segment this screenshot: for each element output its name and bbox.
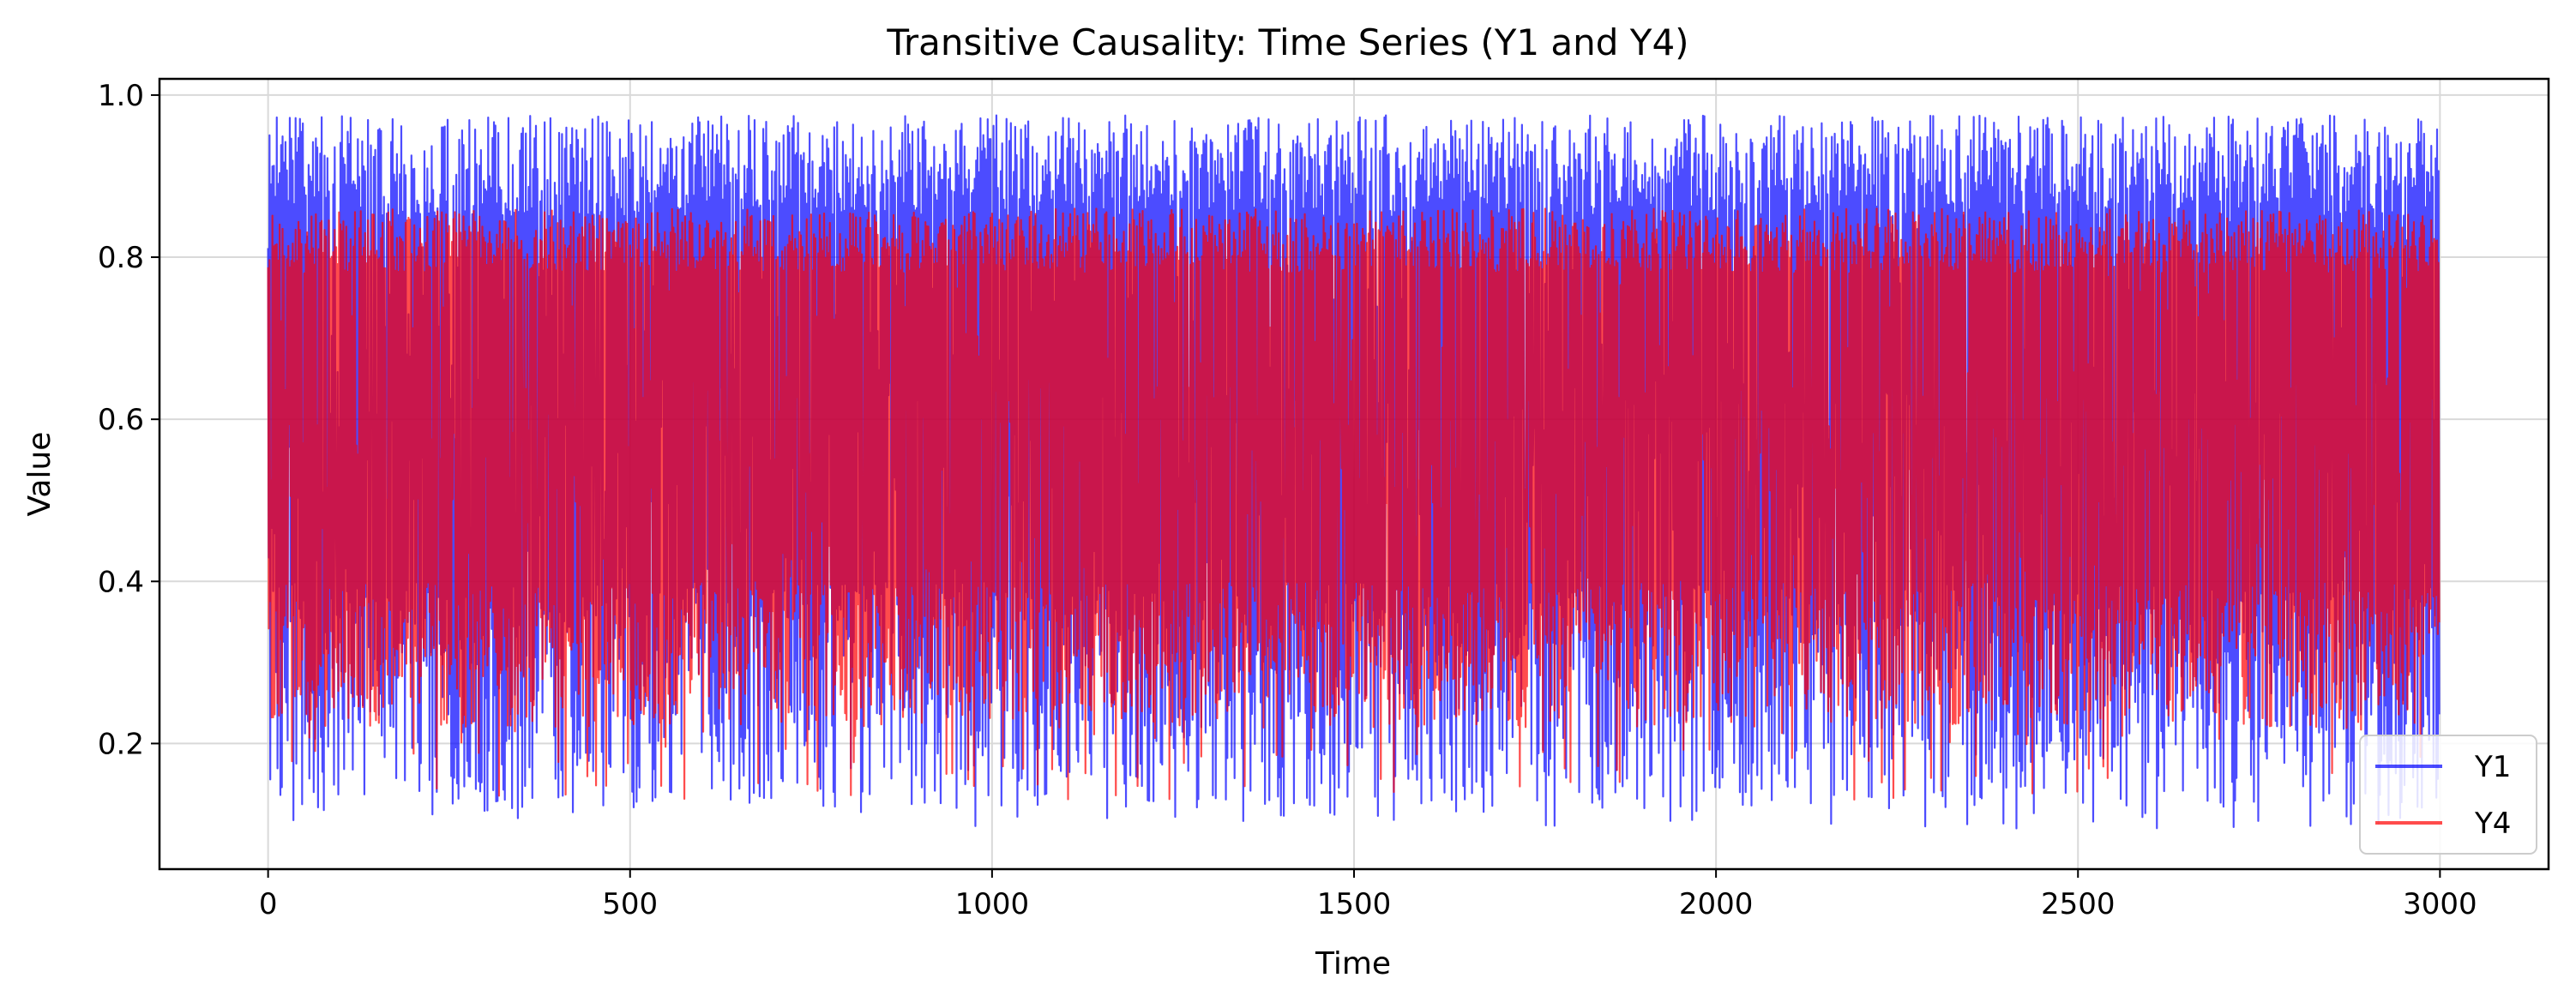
y-tick-label: 1.0 (98, 79, 144, 113)
x-tick-label: 0 (259, 887, 278, 921)
chart-title: Transitive Causality: Time Series (Y1 an… (886, 21, 1688, 63)
y-tick-label: 0.6 (98, 403, 144, 437)
legend: Y1 Y4 (2359, 735, 2537, 855)
x-tick-label: 1500 (1317, 887, 1392, 921)
plot-series (267, 114, 2441, 830)
y-axis-label: Value (22, 432, 57, 517)
legend-label-y1: Y1 (2474, 750, 2511, 784)
y-tick-label: 0.4 (98, 565, 144, 599)
x-tick-label: 500 (602, 887, 658, 921)
x-axis-label: Time (1315, 946, 1391, 981)
series-line-y4 (267, 207, 2441, 801)
x-tick-label: 2000 (1679, 887, 1754, 921)
x-tick-label: 2500 (2041, 887, 2116, 921)
y-tick-label: 0.8 (98, 241, 144, 275)
axis-ticks: 0 500 1000 1500 2000 2500 3000 0.2 0.4 0.6 0.8 1.0 (98, 79, 2477, 921)
x-tick-label: 3000 (2403, 887, 2477, 921)
x-tick-label: 1000 (955, 887, 1030, 921)
y-tick-label: 0.2 (98, 727, 144, 761)
legend-label-y4: Y4 (2474, 807, 2511, 841)
